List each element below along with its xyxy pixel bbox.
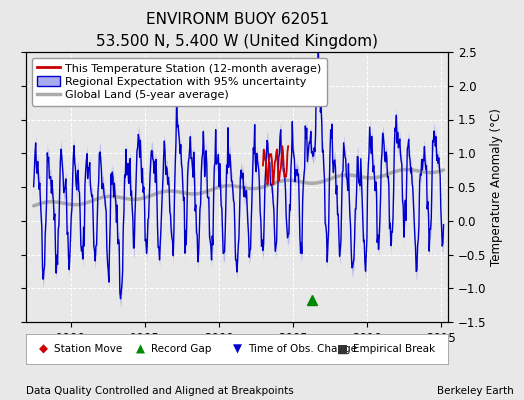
Legend: This Temperature Station (12-month average), Regional Expectation with 95% uncer: This Temperature Station (12-month avera… xyxy=(32,58,327,106)
Text: Berkeley Earth: Berkeley Earth xyxy=(437,386,514,396)
Text: Data Quality Controlled and Aligned at Breakpoints: Data Quality Controlled and Aligned at B… xyxy=(26,386,294,396)
Title: ENVIRONM BUOY 62051
53.500 N, 5.400 W (United Kingdom): ENVIRONM BUOY 62051 53.500 N, 5.400 W (U… xyxy=(96,12,378,50)
Text: ◆: ◆ xyxy=(39,342,48,356)
Text: ▼: ▼ xyxy=(233,342,242,356)
Text: Station Move: Station Move xyxy=(53,344,122,354)
Text: Empirical Break: Empirical Break xyxy=(353,344,435,354)
Text: Time of Obs. Change: Time of Obs. Change xyxy=(248,344,357,354)
Text: ▲: ▲ xyxy=(136,342,145,356)
Text: Record Gap: Record Gap xyxy=(150,344,211,354)
Y-axis label: Temperature Anomaly (°C): Temperature Anomaly (°C) xyxy=(490,108,504,266)
Text: ■: ■ xyxy=(337,342,348,356)
